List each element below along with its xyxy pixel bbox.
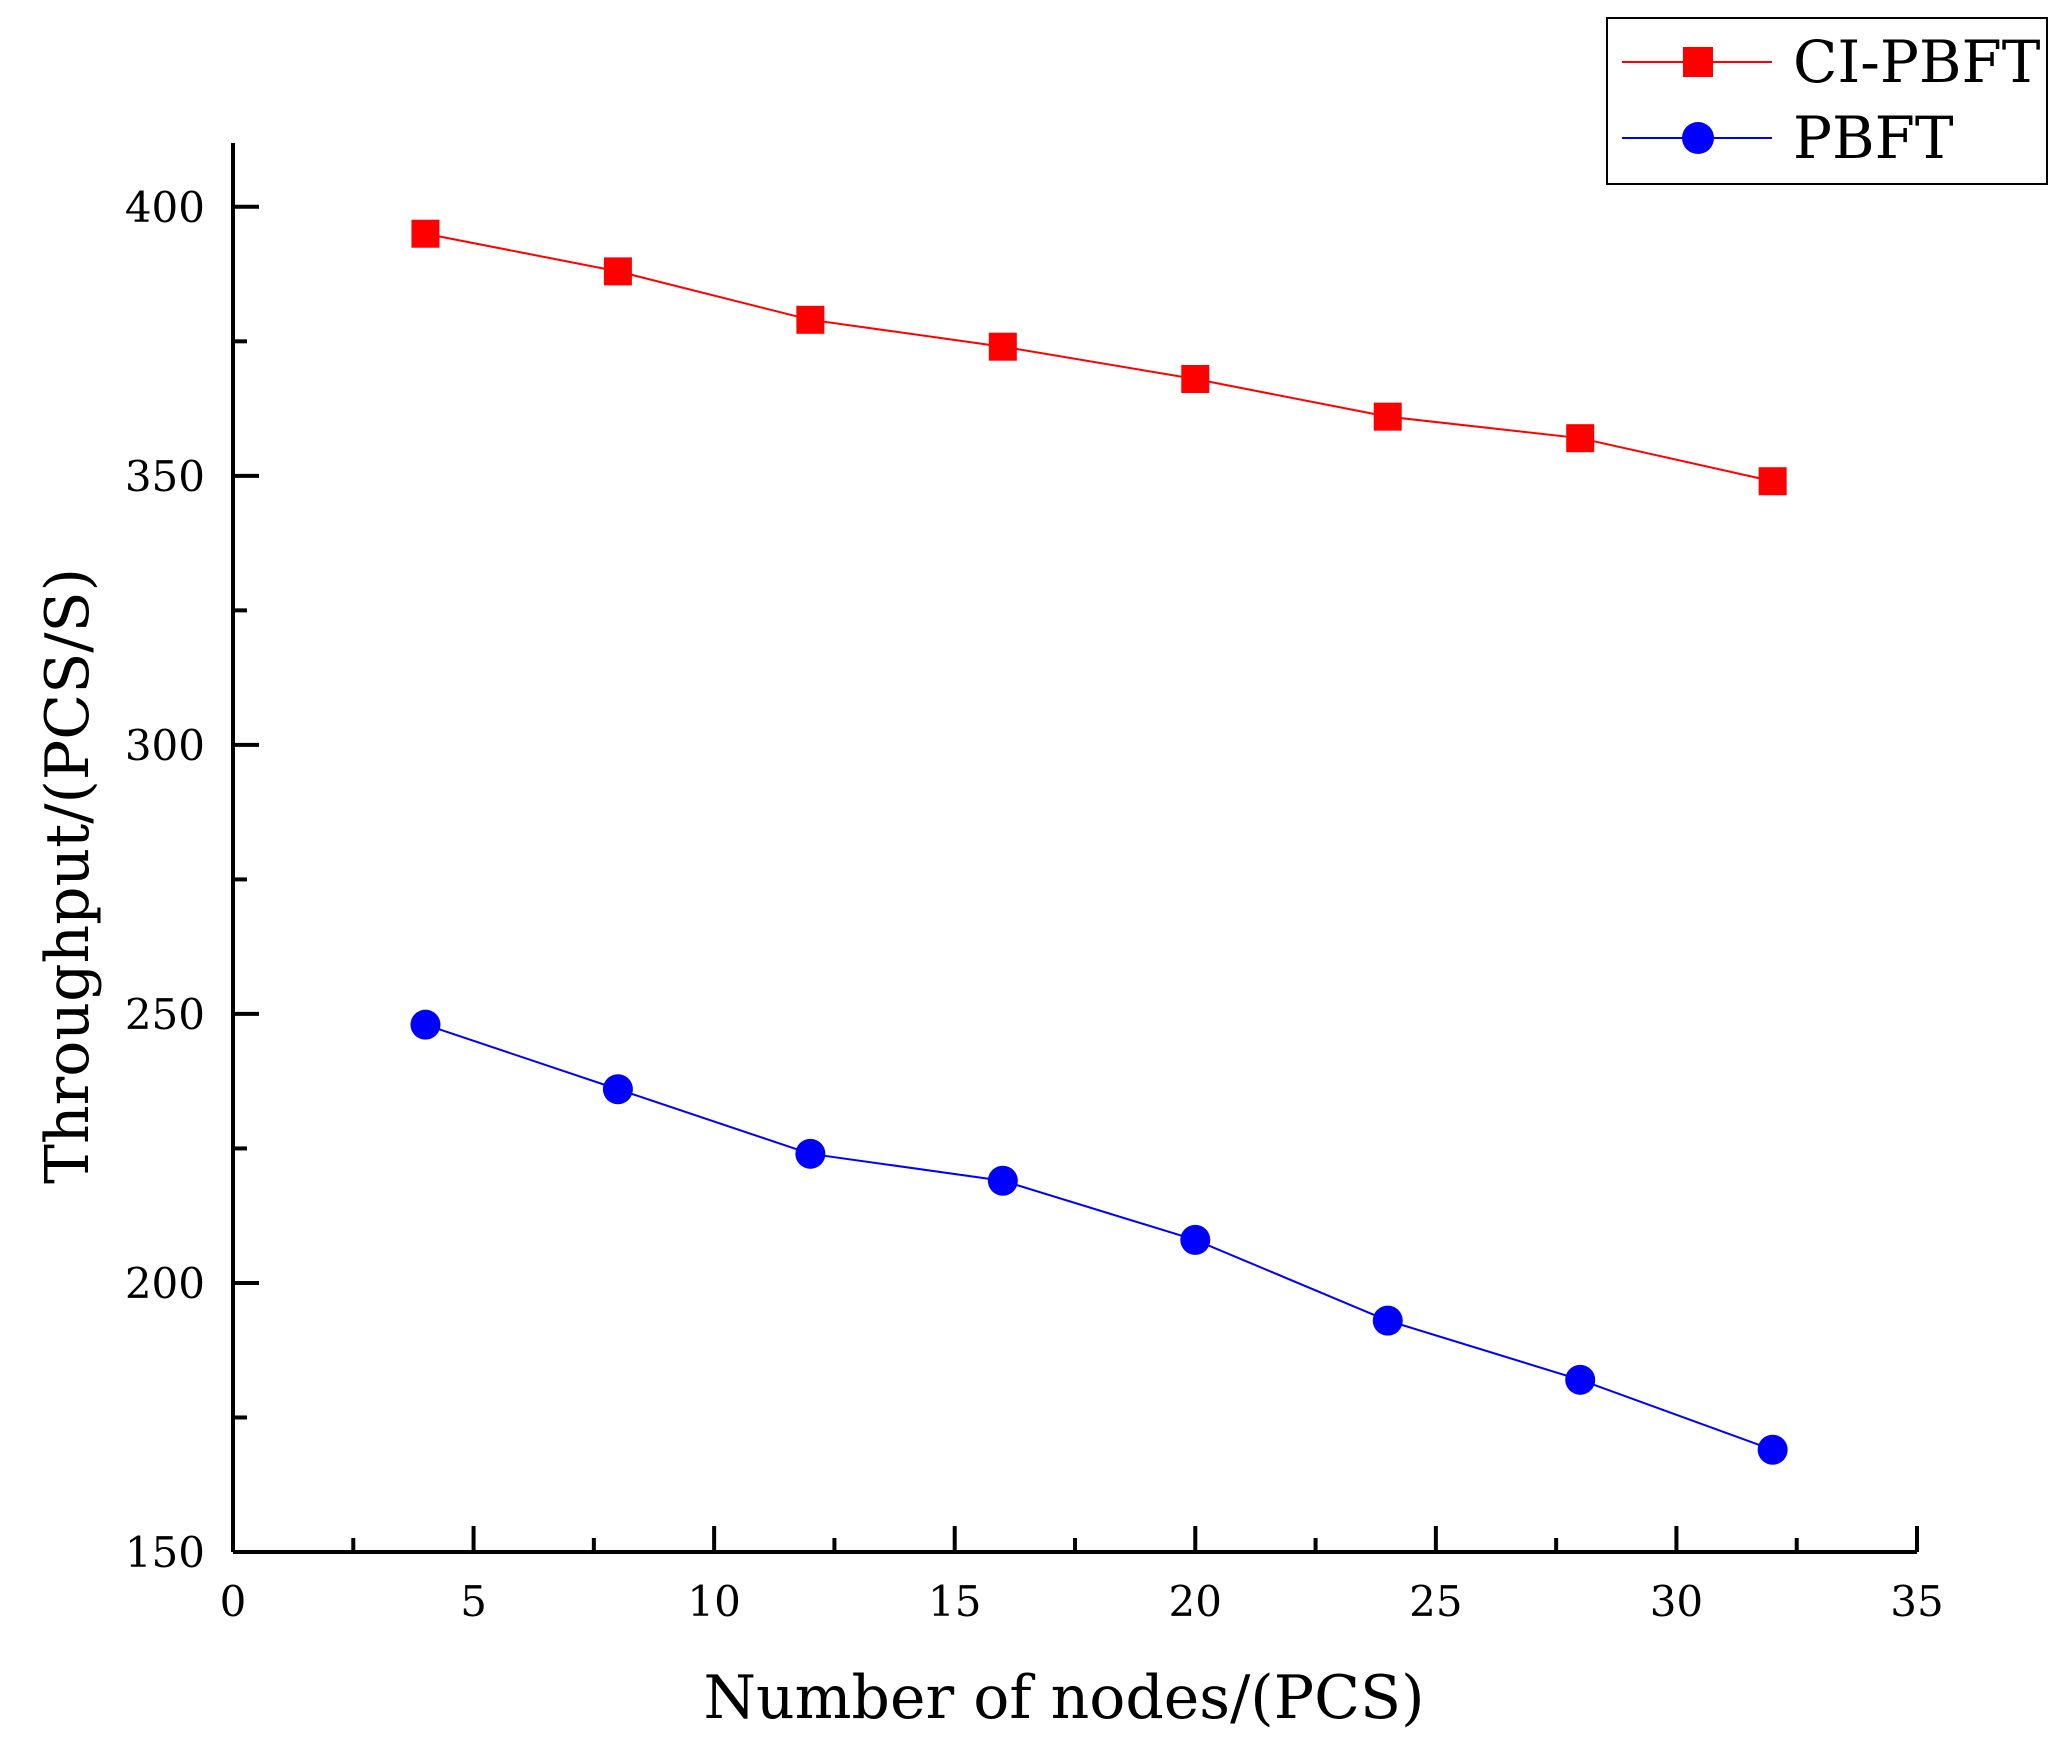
axes bbox=[231, 143, 1917, 1554]
y-tick-label: 300 bbox=[125, 721, 205, 770]
x-tick-label: 10 bbox=[687, 1577, 740, 1626]
ci-pbft-point bbox=[603, 257, 632, 286]
ci-pbft-point bbox=[411, 219, 440, 248]
pbft-point bbox=[1565, 1364, 1596, 1395]
ci-pbft-point bbox=[1373, 402, 1402, 431]
y-axis-title: Throughput/(PCS/S) bbox=[33, 568, 103, 1184]
x-tick-label: 35 bbox=[1890, 1577, 1943, 1626]
ci-pbft-point bbox=[1181, 364, 1210, 393]
x-axis-title: Number of nodes/(PCS) bbox=[704, 1663, 1425, 1733]
pbft-point bbox=[1180, 1224, 1211, 1255]
x-tick-label: 20 bbox=[1169, 1577, 1222, 1626]
y-tick-label: 400 bbox=[125, 183, 205, 232]
pbft-point bbox=[410, 1009, 441, 1040]
series bbox=[410, 219, 1788, 1465]
ticks: 0 5 10 15 20 25 30 35 150 200 250 300 350 400 bbox=[125, 183, 1944, 1626]
y-tick-label: 150 bbox=[125, 1528, 205, 1577]
x-tick-label: 30 bbox=[1650, 1577, 1703, 1626]
legend-marker-ci-pbft bbox=[1683, 47, 1713, 77]
y-tick-label: 250 bbox=[125, 990, 205, 1039]
pbft-point bbox=[1372, 1305, 1403, 1336]
x-tick-label: 0 bbox=[220, 1577, 247, 1626]
pbft-point bbox=[1757, 1434, 1788, 1465]
ci-pbft-point bbox=[796, 305, 825, 334]
pbft-point bbox=[987, 1165, 1018, 1196]
ci-pbft-point bbox=[1758, 467, 1787, 496]
legend-box bbox=[1606, 17, 2048, 185]
ci-pbft-series-line bbox=[425, 232, 1773, 483]
legend: CI-PBFT PBFT bbox=[1606, 17, 2048, 185]
x-tick-label: 25 bbox=[1409, 1577, 1462, 1626]
ci-pbft-point bbox=[988, 332, 1017, 361]
y-tick-label: 350 bbox=[125, 452, 205, 501]
pbft-point bbox=[602, 1074, 633, 1105]
y-tick-label: 200 bbox=[125, 1259, 205, 1308]
x-tick-label: 5 bbox=[460, 1577, 487, 1626]
pbft-series-line bbox=[425, 1023, 1773, 1451]
legend-marker-pbft bbox=[1682, 122, 1714, 154]
legend-label-ci-pbft: CI-PBFT bbox=[1793, 28, 2041, 96]
pbft-point bbox=[795, 1138, 826, 1169]
x-tick-label: 15 bbox=[928, 1577, 981, 1626]
ci-pbft-point bbox=[1566, 424, 1595, 453]
legend-label-pbft: PBFT bbox=[1793, 104, 1954, 172]
